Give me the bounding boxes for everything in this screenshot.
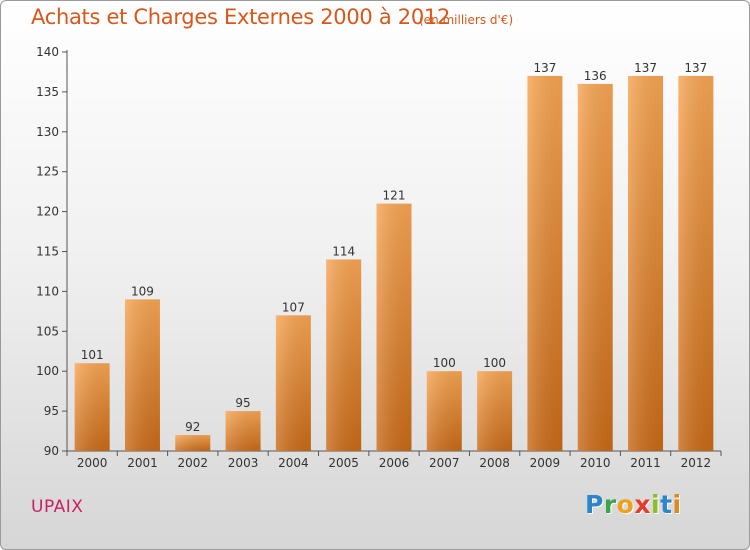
y-tick-label: 100 [36,364,59,378]
data-label: 107 [282,300,305,314]
y-tick-label: 135 [36,85,59,99]
x-tick-label: 2012 [681,456,712,470]
data-label: 137 [634,61,657,75]
x-tick-label: 2003 [228,456,259,470]
data-label: 92 [185,420,200,434]
data-label: 136 [584,69,607,83]
data-label: 109 [131,284,154,298]
bar-shine [678,75,714,451]
x-tick-label: 2009 [530,456,561,470]
bar-shine [275,315,311,451]
chart-title: Achats et Charges Externes 2000 à 2012 [31,5,451,29]
x-tick-label: 2004 [278,456,309,470]
y-tick-label: 140 [36,45,59,59]
y-tick-label: 95 [44,404,59,418]
logo-letter: P [585,490,604,519]
data-label: 95 [235,396,250,410]
y-tick-label: 125 [36,165,59,179]
y-tick-label: 130 [36,125,59,139]
y-tick-label: 105 [36,324,59,338]
data-label: 100 [483,356,506,370]
data-label: 100 [433,356,456,370]
logo-letter: r [603,490,617,519]
logo-letter: i [672,490,682,519]
chart-labels: 2000 101 2001 109 2002 92 2003 95 2004 107 2005 114… [77,61,711,470]
bar-shine [628,75,664,451]
chart-bars [74,75,714,452]
bar-shine [175,435,211,451]
x-tick-label: 2008 [479,456,510,470]
chart-subtitle: (en milliers d'€) [419,13,514,27]
x-tick-label: 2006 [379,456,410,470]
proxiti-logo: Proxiti [585,490,682,519]
bar-shine [527,75,563,451]
bar-shine [124,299,160,451]
x-tick-label: 2000 [77,456,108,470]
bar-shine [376,203,412,451]
y-tick-label: 120 [36,205,59,219]
x-tick-label: 2001 [127,456,158,470]
bar-shine [225,411,261,451]
bar-shine [74,363,110,451]
x-tick-label: 2005 [328,456,359,470]
data-label: 137 [684,61,707,75]
logo-letter: t [660,490,673,519]
chart-axes: 90 95 100 105 110 115 120 125 130 135 140 [36,45,722,458]
x-tick-label: 2002 [177,456,208,470]
logo-letter: x [634,490,651,519]
logo-letter: o [616,490,635,519]
y-tick-label: 115 [36,245,59,259]
x-tick-label: 2011 [630,456,661,470]
bar-shine [426,371,462,451]
data-label: 121 [383,189,406,203]
y-tick-label: 90 [44,444,59,458]
data-label: 114 [332,244,355,258]
x-tick-label: 2007 [429,456,460,470]
data-label: 101 [81,348,104,362]
data-label: 137 [533,61,556,75]
logo-letter: i [651,490,661,519]
y-tick-label: 110 [36,284,59,298]
bar-shine [326,259,362,451]
x-tick-label: 2010 [580,456,611,470]
bar-shine [477,371,513,451]
bar-shine [577,83,613,452]
commune-name: UPAIX [31,497,84,517]
